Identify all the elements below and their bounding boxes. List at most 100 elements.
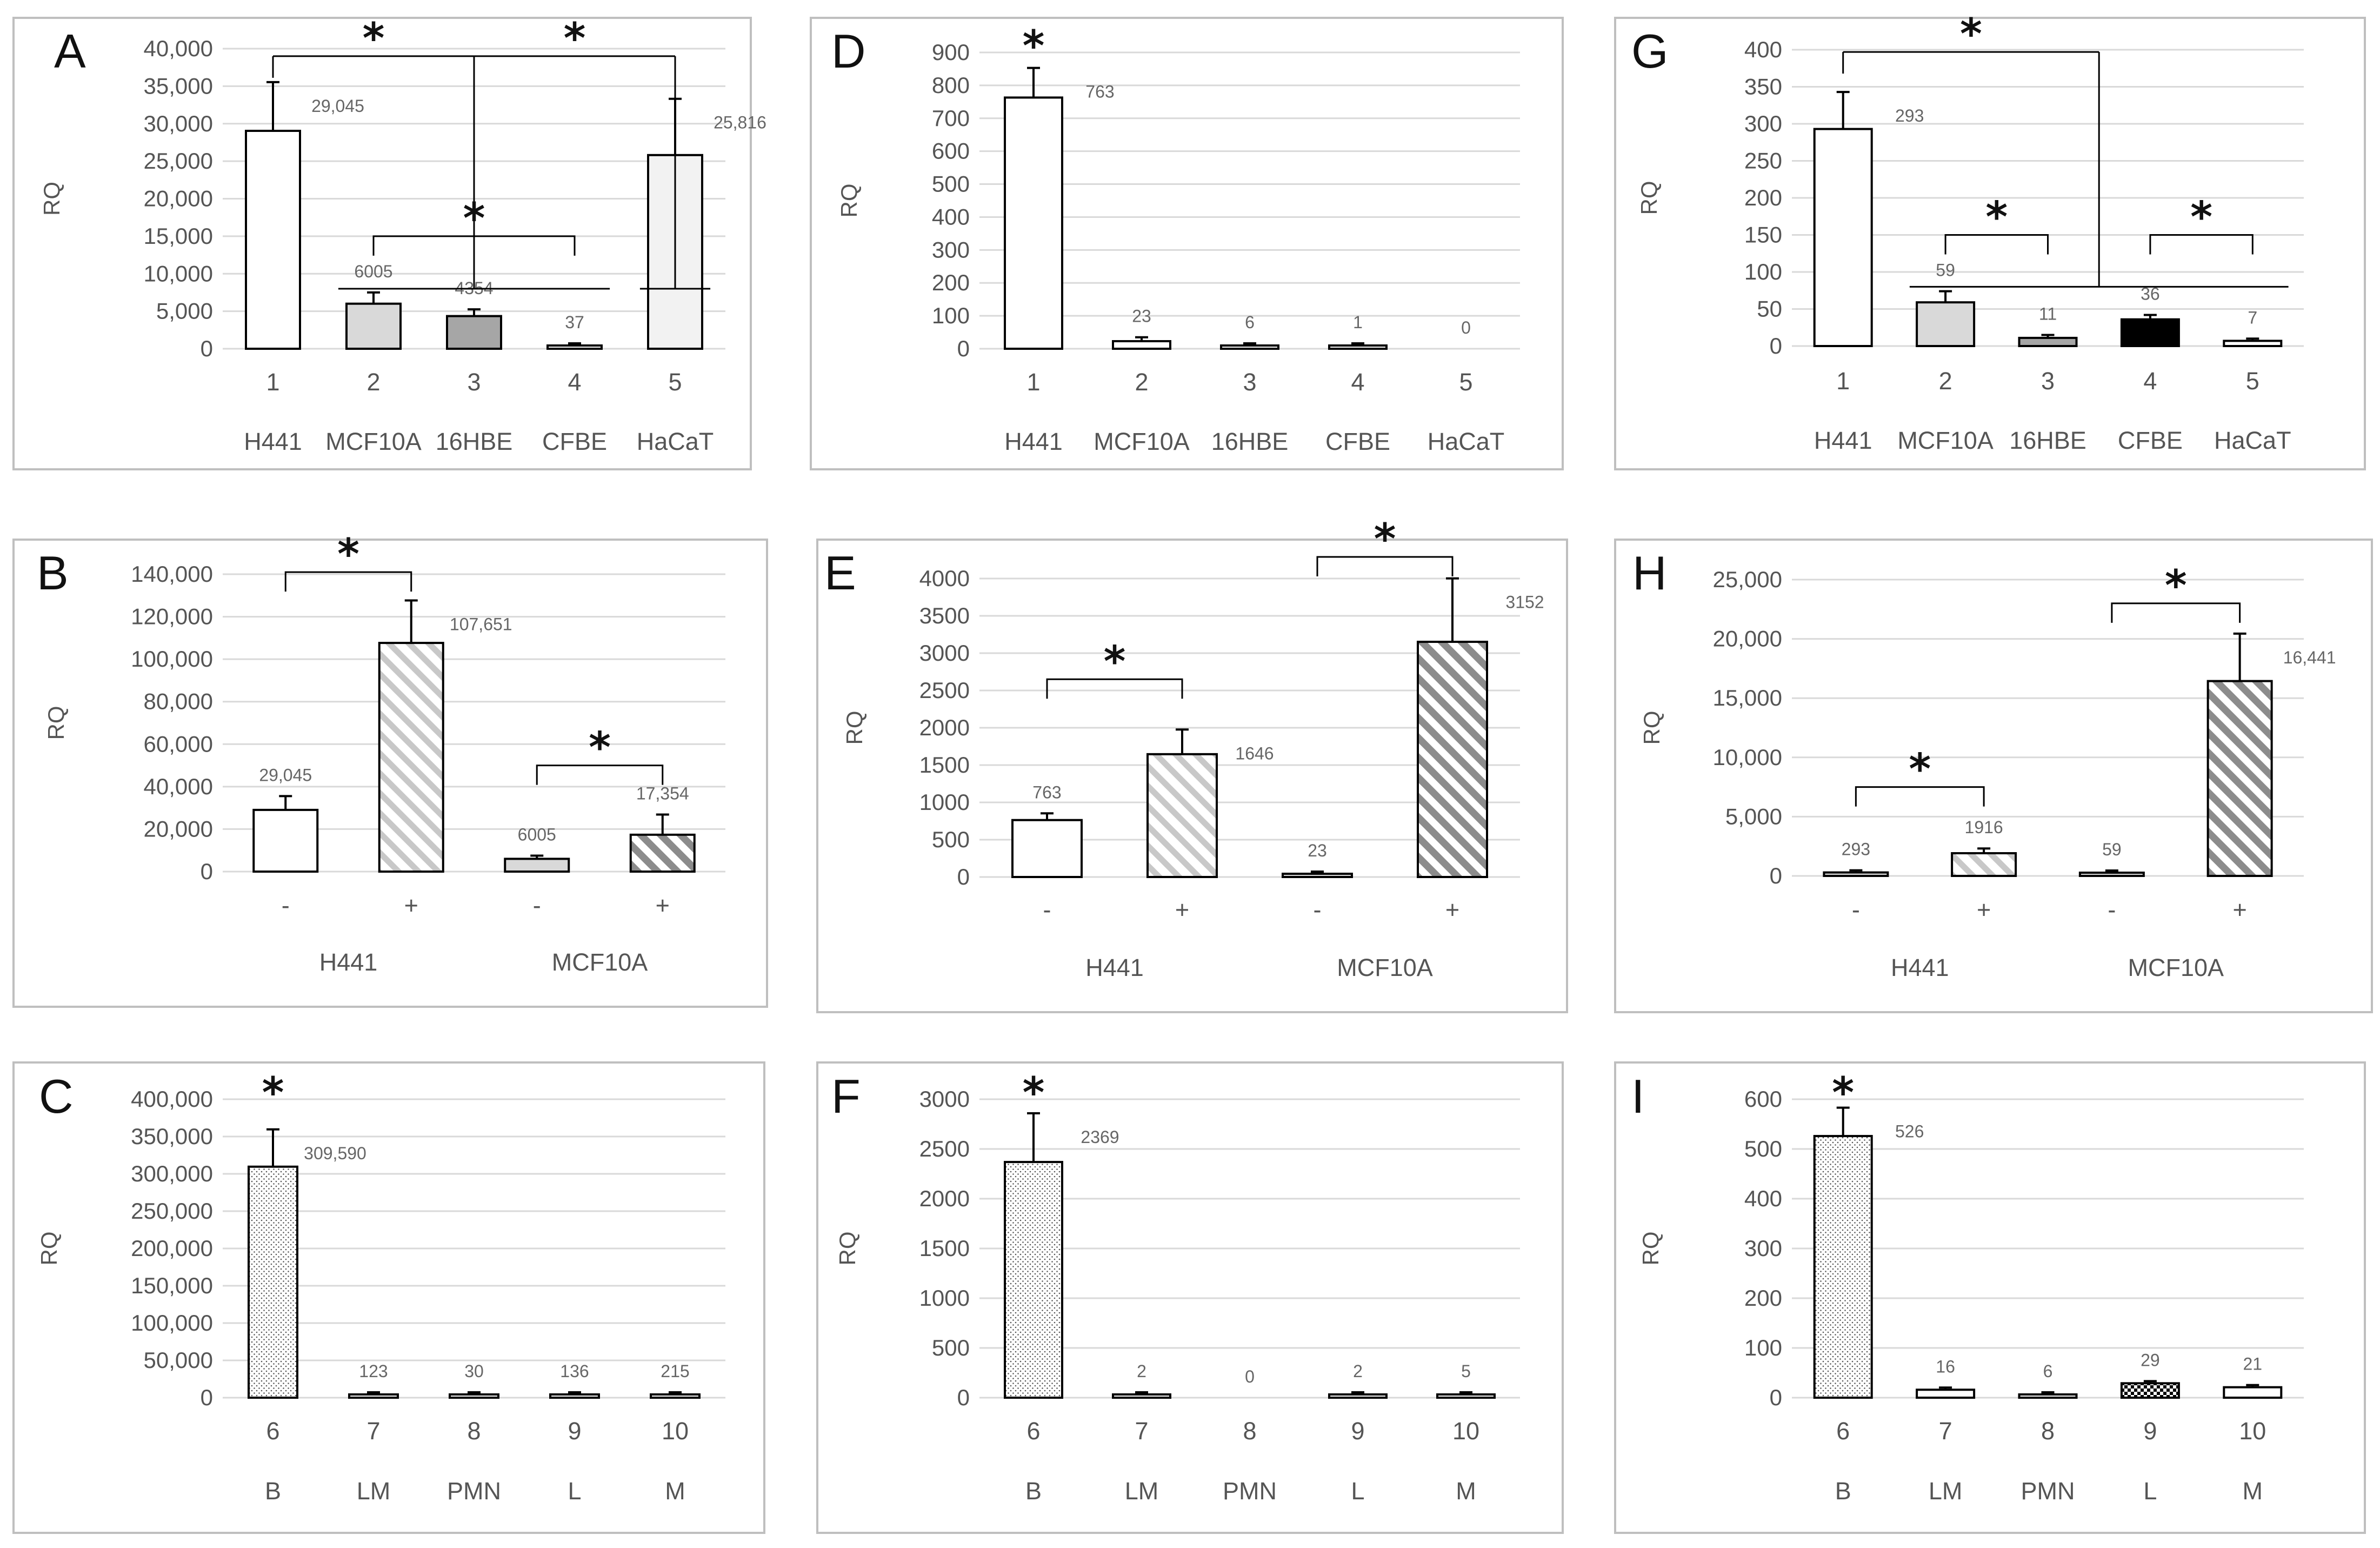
group-label: M [2243, 1477, 2263, 1505]
y-tick-label: 400 [1744, 37, 1782, 62]
significance-star: * [1104, 637, 1126, 686]
panel-border [810, 17, 1564, 470]
value-label: 7 [2248, 308, 2257, 327]
y-tick-label: 40,000 [144, 774, 213, 799]
y-tick-label: 1500 [919, 1235, 970, 1261]
bar-- [252, 808, 319, 873]
panel-border [1614, 539, 2373, 1013]
panel-letter: I [1631, 1069, 1644, 1123]
y-tick-label: 200 [1744, 185, 1782, 210]
panel-letter: G [1631, 24, 1668, 78]
significance-bracket [372, 235, 576, 256]
y-tick-label: 35,000 [144, 73, 213, 98]
category-label: - [282, 892, 290, 919]
panel-border [12, 17, 752, 470]
panel-letter: A [54, 24, 86, 78]
group-label: M [665, 1477, 685, 1505]
y-tick-label: 3000 [919, 640, 970, 666]
value-label: 6 [2043, 1361, 2053, 1381]
y-tick-label: 15,000 [144, 223, 213, 249]
significance-star: * [337, 530, 359, 579]
significance-star: * [1023, 22, 1045, 71]
panel-h: 0 5,000 10,000 15,000 20,000 25,000 H RQ 293 - 191… [1614, 539, 2373, 1013]
y-tick-label: 0 [957, 864, 970, 889]
category-label: 6 [1026, 1417, 1040, 1445]
panel-g: 050100150200250300350400GRQ2931592113364… [1614, 10, 2366, 470]
group-label: HaCaT [1428, 428, 1505, 455]
category-label: - [1043, 896, 1051, 924]
bar-- [504, 858, 570, 873]
category-label: 6 [1836, 1417, 1850, 1445]
panel-border [1614, 1061, 2366, 1534]
category-label: 9 [1351, 1417, 1364, 1445]
y-axis-label: RQ [842, 711, 867, 745]
panel-letter: D [831, 24, 866, 78]
category-label: - [2108, 896, 2116, 924]
bar-8 [2018, 1393, 2078, 1399]
bar-10 [650, 1393, 701, 1399]
group-label: LM [1125, 1477, 1159, 1505]
value-label: 30 [464, 1361, 484, 1381]
value-label: 215 [661, 1361, 689, 1381]
category-label: 4 [1351, 368, 1364, 396]
bar-6 [248, 1165, 298, 1399]
panel-border [816, 539, 1568, 1013]
category-label: - [1314, 896, 1322, 924]
panel-letter: C [39, 1069, 74, 1123]
significance-bracket [536, 765, 664, 785]
category-label: 7 [1135, 1417, 1148, 1445]
y-tick-label: 400,000 [131, 1086, 213, 1112]
panel-letter: B [37, 546, 69, 600]
y-tick-label: 250,000 [131, 1198, 213, 1224]
group-label: MCF10A [1897, 427, 1994, 454]
y-tick-label: 200 [1744, 1285, 1782, 1311]
y-tick-label: 4000 [919, 566, 970, 591]
group-label: PMN [2021, 1477, 2075, 1505]
panel-letter: F [831, 1069, 861, 1123]
value-label: 29 [2141, 1350, 2160, 1370]
group-label: M [1456, 1477, 1476, 1505]
y-tick-label: 100 [1744, 259, 1782, 284]
y-tick-label: 2000 [919, 715, 970, 740]
value-label: 293 [1842, 840, 1870, 859]
y-tick-label: 350,000 [131, 1124, 213, 1149]
value-label: 17,354 [636, 784, 689, 803]
y-tick-label: 250 [1744, 148, 1782, 174]
y-tick-label: 25,000 [1713, 567, 1782, 592]
bar-- [1823, 871, 1889, 877]
bar-7 [348, 1393, 399, 1399]
category-label: + [1445, 896, 1459, 924]
y-tick-label: 100 [932, 303, 970, 328]
y-tick-label: 800 [932, 72, 970, 98]
y-tick-label: 50,000 [144, 1347, 213, 1373]
bar-3 [1220, 344, 1279, 350]
group-label: PMN [447, 1477, 501, 1505]
bar-4 [1328, 344, 1388, 350]
bar-- [2078, 872, 2145, 877]
category-label: + [1175, 896, 1189, 924]
category-label: 5 [668, 368, 682, 396]
group-label: MCF10A [1337, 954, 1433, 981]
group-label: B [265, 1477, 281, 1505]
category-label: 6 [266, 1417, 279, 1445]
y-tick-label: 0 [201, 859, 213, 884]
category-label: 5 [2246, 367, 2259, 395]
y-tick-label: 500 [932, 827, 970, 852]
bar-2 [1916, 301, 1976, 347]
value-label: 59 [2102, 840, 2122, 859]
y-tick-label: 0 [201, 336, 213, 361]
group-label: H441 [1085, 954, 1144, 981]
category-label: 10 [1452, 1417, 1479, 1445]
category-label: 5 [1459, 368, 1472, 396]
y-tick-label: 2500 [919, 1136, 970, 1161]
y-tick-label: 140,000 [131, 561, 213, 587]
category-label: 9 [2143, 1417, 2157, 1445]
bar-3 [446, 315, 502, 350]
y-tick-label: 100,000 [131, 646, 213, 672]
value-label: 293 [1895, 106, 1924, 125]
panel-i: 0 100 200 300 400 500 600 I RQ 526 6 16 7 6 8 29 9 21 10 B L… [1614, 1061, 2366, 1534]
value-label: 1916 [1965, 818, 2003, 837]
y-tick-label: 2000 [919, 1186, 970, 1211]
panel-b: 0 20,000 40,000 60,000 80,000 100,000 120,000 1… [12, 530, 768, 1008]
bar-+ [1146, 753, 1218, 879]
